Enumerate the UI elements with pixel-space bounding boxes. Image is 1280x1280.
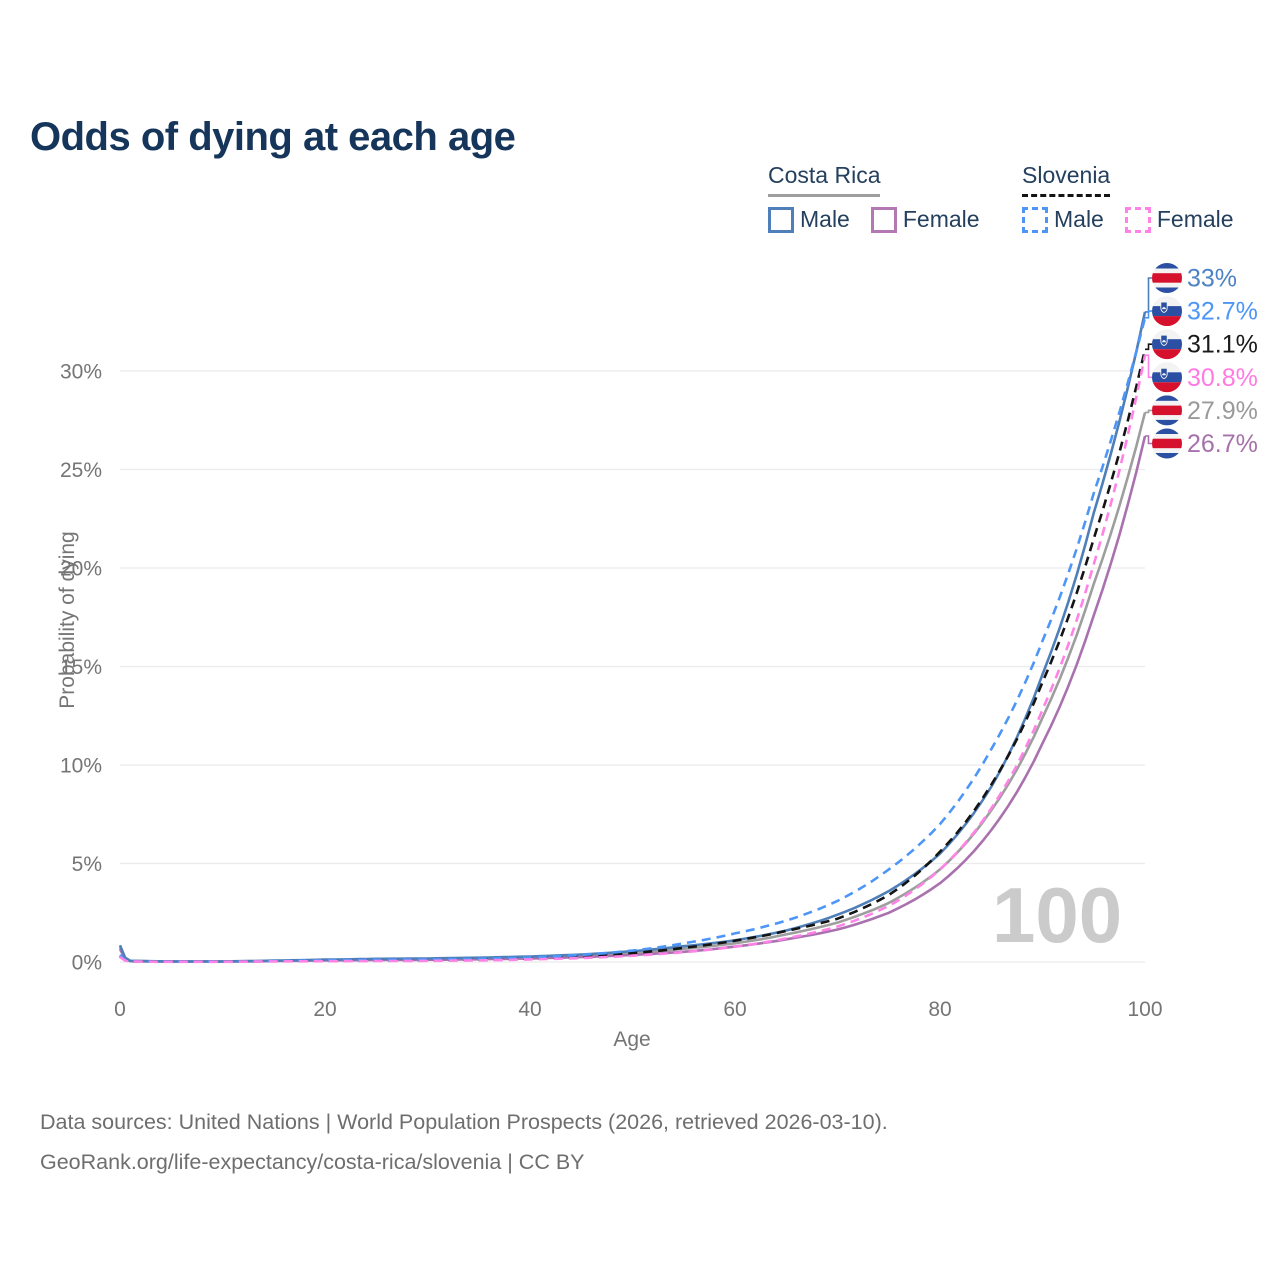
costa-rica-male-swatch-icon [768,206,794,233]
legend-item-label: Male [800,206,850,232]
y-tick-label: 25% [60,459,102,482]
label-connector [1145,310,1152,319]
series-line-slovenia-male [119,317,1147,963]
slovenia-male-swatch-icon [1022,206,1048,233]
label-connector [1145,343,1152,351]
end-value-label-slovenia-male: 32.7% [1187,298,1258,326]
series-line-slovenia-both [119,349,1147,964]
legend-item-label: Female [1156,206,1234,232]
end-value-label-costa-rica-male: 33% [1187,265,1237,293]
y-tick-label: 30% [60,361,102,384]
y-tick-label: 15% [60,656,102,679]
slovenia-flag-icon [1152,329,1182,360]
age-watermark: 100 [992,871,1123,959]
legend-header-slovenia: Slovenia [1022,162,1111,197]
slovenia-crest-icon [1160,367,1168,380]
legend-group-slovenia: Slovenia Male Female [1022,162,1255,233]
x-tick-label: 40 [518,998,541,1021]
slovenia-female-swatch-icon [1124,206,1151,233]
series-line-costa-rica-female [118,435,1147,963]
label-connector [1145,277,1152,313]
series-line-costa-rica-both [118,412,1147,963]
x-tick-label: 0 [114,998,126,1021]
x-tick-label: 80 [928,998,951,1021]
legend-header-costa-rica: Costa Rica [768,162,881,197]
y-tick-label: 5% [72,853,102,876]
slovenia-crest-icon [1160,334,1168,347]
y-tick-label: 20% [60,558,102,581]
attribution-note: GeoRank.org/life-expectancy/costa-rica/s… [40,1150,585,1174]
slovenia-flag-icon [1152,362,1182,393]
legend-group-costa-rica: Costa Rica Male Female [768,162,1001,233]
end-value-label-costa-rica-both: 27.9% [1187,397,1258,425]
x-tick-label: 100 [1127,998,1162,1021]
costa-rica-flag-icon [1152,263,1182,293]
y-tick-label: 10% [60,755,102,778]
y-tick-label: 0% [72,952,102,975]
legend-item-costa-rica-male[interactable]: Male [768,206,850,233]
end-value-label-slovenia-female: 30.8% [1187,364,1258,392]
end-value-label-slovenia-both: 31.1% [1187,331,1258,359]
page-title: Odds of dying at each age [30,114,516,159]
legend-item-slovenia-female[interactable]: Female [1124,206,1234,233]
costa-rica-flag-icon [1152,428,1182,459]
legend-row-slovenia: Male Female [1022,206,1255,233]
legend-item-costa-rica-female[interactable]: Female [870,206,980,233]
legend-row-costa-rica: Male Female [768,206,1001,233]
label-connector [1145,354,1152,379]
legend-item-label: Male [1054,206,1104,232]
end-value-label-costa-rica-female: 26.7% [1187,430,1258,458]
slovenia-flag-icon [1152,296,1182,327]
label-connector [1145,409,1152,414]
legend-item-slovenia-male[interactable]: Male [1022,206,1104,233]
data-sources-note: Data sources: United Nations | World Pop… [40,1110,888,1134]
slovenia-crest-icon [1160,301,1168,313]
x-tick-label: 60 [723,998,746,1021]
legend-item-label: Female [902,206,980,232]
costa-rica-female-swatch-icon [870,206,897,233]
label-connector [1145,435,1152,445]
x-axis-title: Age [613,1028,651,1051]
costa-rica-flag-icon [1152,395,1182,426]
series-line-slovenia-female [119,354,1147,964]
x-tick-label: 20 [313,998,336,1021]
